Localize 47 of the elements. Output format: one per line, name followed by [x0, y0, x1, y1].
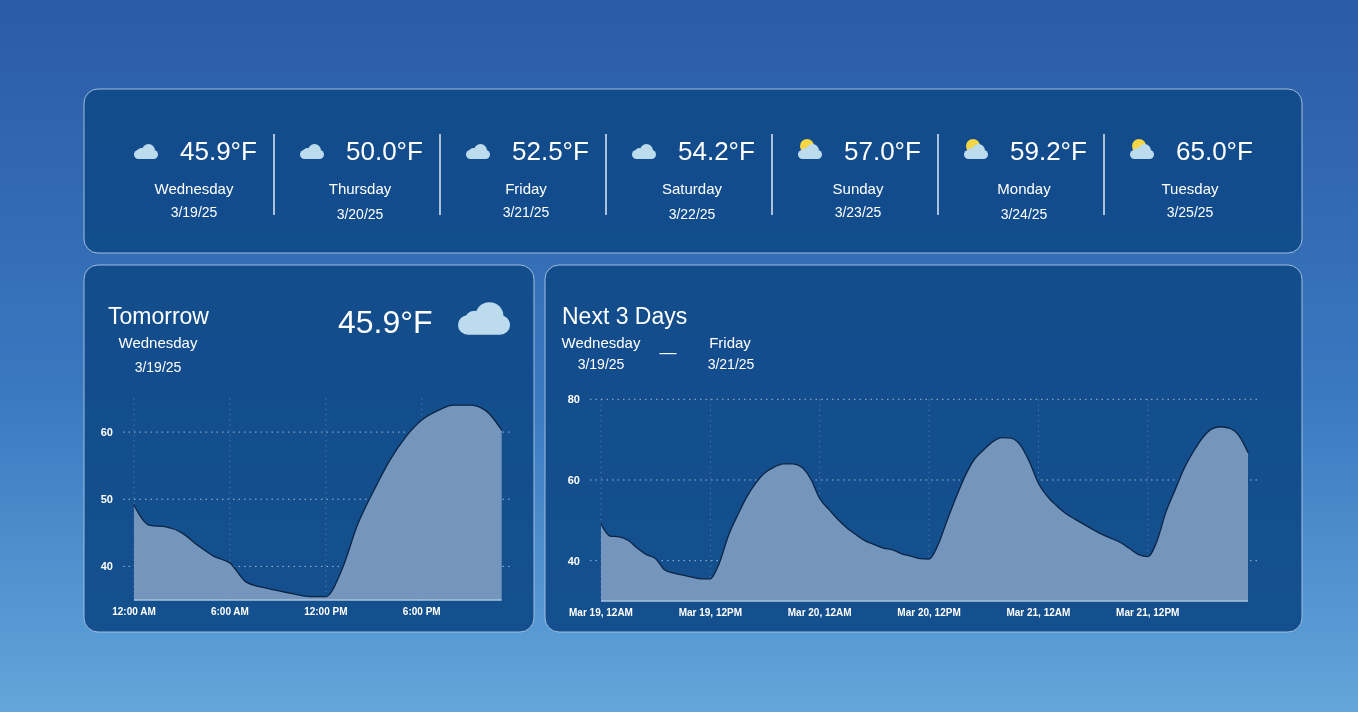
text: 3/19/25 — [170, 204, 218, 220]
text: 3/23/25 — [834, 204, 882, 220]
text: — — [659, 343, 677, 362]
text: Wednesday — [561, 334, 641, 351]
x-tick-label: 12:00 PM — [304, 606, 348, 617]
y-tick-label: 40 — [567, 554, 580, 567]
text: 3/19/25 — [134, 359, 182, 375]
x-tick-label: Mar 21, 12AM — [1006, 607, 1071, 618]
text: 3/20/25 — [336, 206, 384, 222]
x-tick-label: Mar 20, 12AM — [787, 607, 852, 618]
y-tick-label: 60 — [100, 425, 113, 438]
y-tick-label: 80 — [567, 393, 580, 406]
chart-title: Tomorrow — [108, 303, 210, 329]
text: Wednesday — [118, 334, 198, 351]
x-tick-label: Mar 19, 12PM — [678, 607, 743, 618]
y-tick-label: 60 — [567, 473, 580, 486]
text: 3/21/25 — [502, 204, 550, 220]
y-tick-label: 40 — [100, 560, 113, 573]
text: 45.9°F — [338, 304, 433, 340]
text: 3/22/25 — [668, 206, 716, 222]
text: Tuesday — [1161, 180, 1219, 197]
text: Saturday — [661, 180, 723, 197]
text: 45.9°F — [180, 136, 257, 166]
x-tick-label: 6:00 PM — [402, 606, 441, 617]
text: 52.5°F — [512, 136, 589, 166]
chart-title: Next 3 Days — [562, 303, 688, 329]
text: 57.0°F — [844, 136, 921, 166]
text: Monday — [997, 180, 1052, 197]
text: 3/24/25 — [1000, 206, 1048, 222]
text: Friday — [505, 180, 548, 197]
x-tick-label: Mar 21, 12PM — [1116, 607, 1180, 618]
text: 50.0°F — [346, 136, 423, 166]
x-tick-label: Mar 19, 12AM — [569, 607, 633, 618]
text: Wednesday — [154, 180, 234, 197]
text: 3/25/25 — [1166, 204, 1214, 220]
text: 3/21/25 — [707, 356, 755, 372]
y-tick-label: 50 — [100, 493, 113, 506]
text: Thursday — [328, 180, 392, 197]
x-tick-label: Mar 20, 12PM — [897, 607, 961, 618]
text: Sunday — [832, 180, 884, 197]
text: 59.2°F — [1010, 136, 1087, 166]
x-tick-label: 12:00 AM — [112, 606, 156, 617]
text: 54.2°F — [678, 136, 755, 166]
text: 65.0°F — [1176, 136, 1253, 166]
x-tick-label: 6:00 AM — [210, 606, 249, 617]
text: 3/19/25 — [577, 356, 625, 372]
text: Friday — [709, 334, 752, 351]
